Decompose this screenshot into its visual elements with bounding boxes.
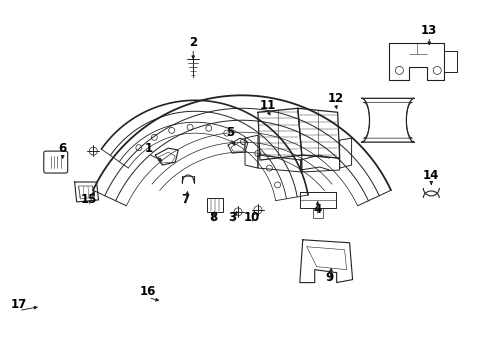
Text: 16: 16 <box>140 285 156 298</box>
Bar <box>207 198 223 212</box>
Text: 15: 15 <box>80 193 97 206</box>
Text: 12: 12 <box>327 92 343 105</box>
Text: 13: 13 <box>420 24 436 37</box>
Text: 4: 4 <box>313 203 321 216</box>
Text: 11: 11 <box>259 99 275 112</box>
Text: 3: 3 <box>227 211 236 224</box>
Text: 2: 2 <box>189 36 197 49</box>
Text: 6: 6 <box>59 141 67 155</box>
Text: 17: 17 <box>11 298 27 311</box>
Text: 9: 9 <box>325 271 333 284</box>
Text: 5: 5 <box>225 126 234 139</box>
Text: 8: 8 <box>208 211 217 224</box>
Text: 10: 10 <box>244 211 260 224</box>
Text: 14: 14 <box>422 168 439 181</box>
Text: 1: 1 <box>144 141 152 155</box>
Text: 7: 7 <box>181 193 189 206</box>
